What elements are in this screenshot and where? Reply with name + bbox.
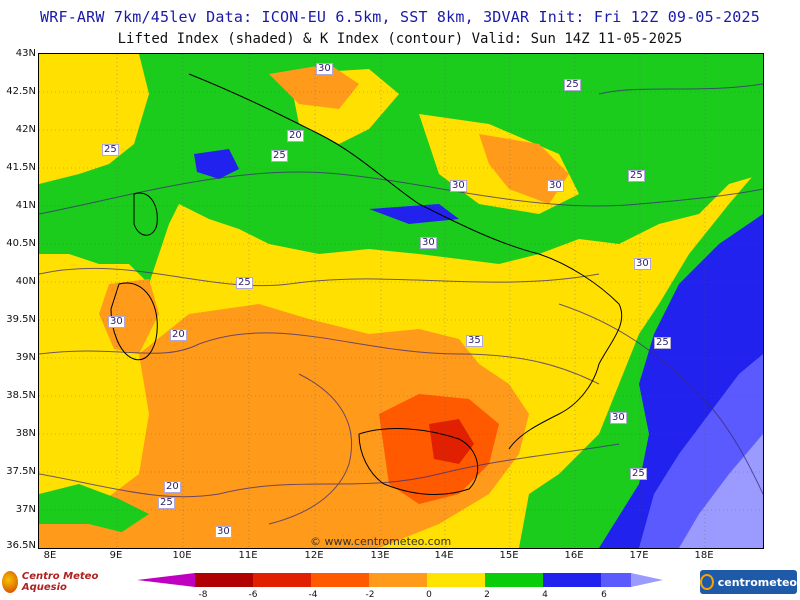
colorbar-swatch [311, 573, 369, 587]
k-contour-label: 35 [466, 335, 483, 347]
lon-label: 8E [43, 550, 57, 561]
lon-label: 16E [564, 550, 584, 561]
colorbar-swatch [369, 573, 427, 587]
lat-label: 41N [15, 200, 36, 211]
k-contour [39, 443, 620, 498]
k-contour-label: 25 [564, 79, 581, 91]
colorbar-tick: 6 [601, 590, 607, 600]
k-index-contours [39, 83, 763, 525]
k-contour-label: 25 [654, 337, 671, 349]
lat-lon-grid [39, 54, 763, 548]
logo-left-text: Centro Meteo Aquesio [21, 571, 99, 593]
lon-label: 18E [694, 550, 714, 561]
lifted-index-colorbar [137, 573, 663, 587]
colorbar-tick: 0 [426, 590, 432, 600]
lat-label: 38.5N [6, 390, 36, 401]
k-contour-label: 30 [420, 237, 437, 249]
colorbar-tick: -2 [365, 590, 375, 600]
li-field-red-core [429, 419, 474, 464]
colorbar-swatch [137, 573, 195, 587]
sardinia-coastline [110, 282, 158, 361]
li-field-orange-sardinia [99, 279, 159, 354]
lat-label: 42N [15, 124, 36, 135]
lon-label: 17E [629, 550, 649, 561]
lon-label: 14E [434, 550, 454, 561]
li-field-orange-n1 [269, 64, 359, 109]
k-contour-label: 30 [316, 63, 333, 75]
lat-label: 43N [15, 48, 36, 59]
lat-label: 42.5N [6, 86, 36, 97]
colorbar-swatch [253, 573, 311, 587]
colorbar-tick: 4 [542, 590, 548, 600]
sicily-coastline [358, 428, 479, 495]
lat-label: 37.5N [6, 466, 36, 477]
li-field-orange-sw [39, 524, 129, 548]
k-contour-label: 30 [547, 180, 564, 192]
lat-label: 40.5N [6, 238, 36, 249]
colorbar-tick: 2 [484, 590, 490, 600]
lat-label: 38N [15, 428, 36, 439]
colorbar-tick: -8 [198, 590, 208, 600]
k-contour [39, 267, 600, 287]
li-field-yellow-nw [39, 54, 149, 184]
k-contour-label: 25 [236, 277, 253, 289]
colorbar-swatch [195, 573, 253, 587]
lon-label: 12E [304, 550, 324, 561]
weather-map[interactable] [38, 53, 764, 549]
colorbar-swatch [485, 573, 543, 587]
k-contour-label: 25 [630, 468, 647, 480]
k-contour-label: 25 [628, 170, 645, 182]
li-field-orange-n2 [479, 134, 569, 204]
k-contour [268, 373, 353, 525]
chart-title: WRF-ARW 7km/45lev Data: ICON-EU 6.5km, S… [40, 8, 760, 26]
k-contour-label: 20 [287, 130, 304, 142]
colorbar-swatch [427, 573, 485, 587]
k-contour [598, 83, 763, 95]
k-contour-label: 30 [108, 316, 125, 328]
italy-coastline [188, 73, 623, 450]
centrometeo-logo[interactable]: centrometeo [700, 570, 797, 594]
k-contour [39, 171, 763, 215]
chart-subtitle: Lifted Index (shaded) & K Index (contour… [117, 31, 683, 47]
k-contour [558, 303, 763, 495]
k-contour-label: 25 [102, 144, 119, 156]
li-field-lilac-east [679, 434, 763, 548]
colorbar-swatch [543, 573, 601, 587]
li-field-blue-n2 [369, 204, 459, 224]
lat-label: 41.5N [6, 162, 36, 173]
lon-label: 11E [238, 550, 258, 561]
lat-label: 39N [15, 352, 36, 363]
coastlines [110, 73, 623, 495]
lifted-index-field [39, 54, 763, 548]
k-contour-label: 25 [158, 497, 175, 509]
lon-label: 10E [172, 550, 192, 561]
colorbar-tick: -6 [248, 590, 258, 600]
k-contour-label: 30 [610, 412, 627, 424]
colorbar-swatch [631, 573, 663, 587]
colorbar-swatch [601, 573, 631, 587]
lon-label: 13E [370, 550, 390, 561]
k-contour-label: 20 [164, 481, 181, 493]
lon-label: 9E [109, 550, 123, 561]
li-field-green-north [39, 54, 763, 284]
lat-label: 39.5N [6, 314, 36, 325]
k-contour-label: 30 [215, 526, 232, 538]
logo-badge-icon [2, 571, 18, 593]
li-field-blue-n1 [194, 149, 239, 179]
logo-ring-icon [700, 574, 714, 590]
k-contour-label: 30 [634, 258, 651, 270]
k-contour [39, 332, 600, 385]
colorbar-tick: -4 [308, 590, 318, 600]
k-contour-label: 20 [170, 329, 187, 341]
k-contour-label: 30 [450, 180, 467, 192]
lat-label: 37N [15, 504, 36, 515]
centro-meteo-aquesio-logo[interactable]: Centro Meteo Aquesio [2, 569, 132, 595]
lat-label: 40N [15, 276, 36, 287]
corsica-coastline [133, 192, 158, 236]
lon-label: 15E [499, 550, 519, 561]
watermark: © www.centrometeo.com [310, 535, 452, 548]
k-contour-label: 25 [271, 150, 288, 162]
logo-right-text: centrometeo [717, 575, 797, 589]
lat-label: 36.5N [6, 540, 36, 551]
